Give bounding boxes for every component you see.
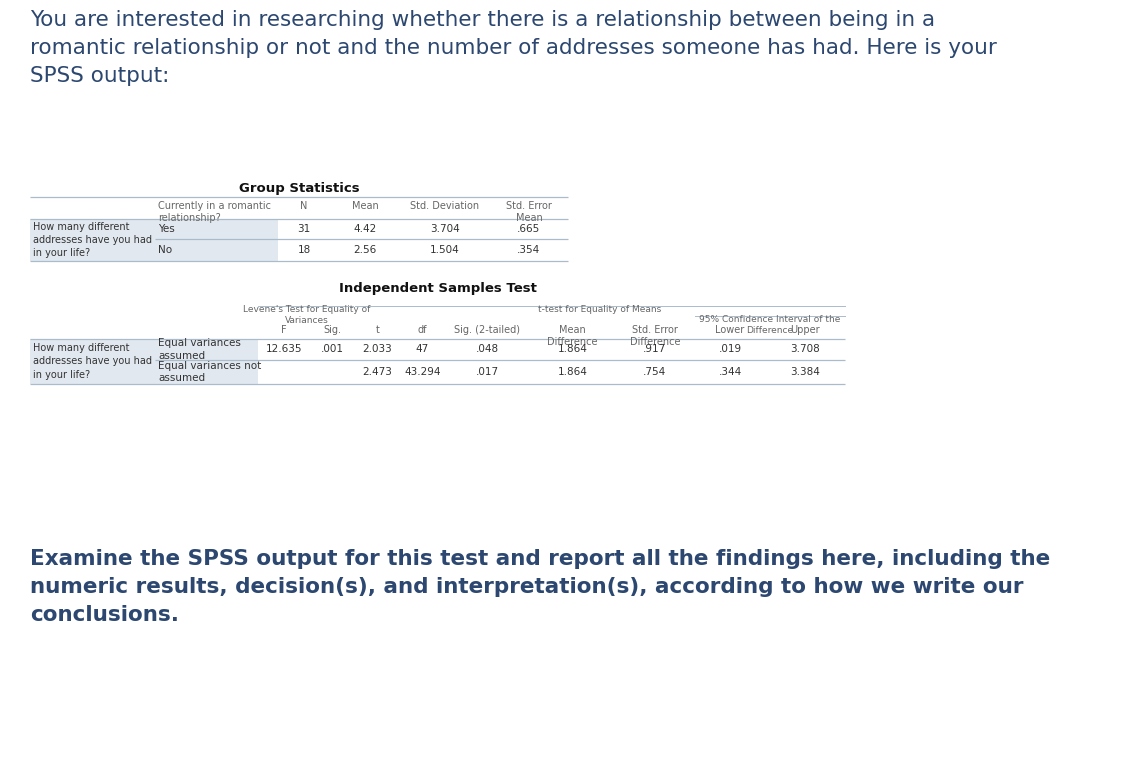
Text: 95% Confidence Interval of the
Difference: 95% Confidence Interval of the Differenc… [699, 315, 840, 335]
Text: .017: .017 [476, 367, 499, 377]
Text: .665: .665 [518, 224, 541, 234]
Text: Examine the SPSS output for this test and report all the findings here, includin: Examine the SPSS output for this test an… [30, 549, 1050, 569]
Bar [30, 219, 278, 261]
Text: 12.635: 12.635 [265, 344, 302, 354]
Text: .354: .354 [518, 245, 541, 255]
Text: SPSS output:: SPSS output: [30, 66, 170, 86]
Text: You are interested in researching whether there is a relationship between being : You are interested in researching whethe… [30, 10, 936, 30]
Text: 1.864: 1.864 [558, 367, 588, 377]
Text: Currently in a romantic
relationship?: Currently in a romantic relationship? [158, 201, 271, 223]
Text: .048: .048 [476, 344, 499, 354]
Text: 18: 18 [297, 245, 311, 255]
Text: t-test for Equality of Means: t-test for Equality of Means [538, 305, 661, 314]
Text: Mean
Difference: Mean Difference [548, 325, 598, 347]
Text: .754: .754 [643, 367, 667, 377]
Text: 3.708: 3.708 [790, 344, 820, 354]
Text: 31: 31 [297, 224, 311, 234]
Text: Lower: Lower [715, 325, 745, 335]
Text: Std. Error
Difference: Std. Error Difference [630, 325, 681, 347]
Text: F: F [281, 325, 287, 335]
Text: 2.033: 2.033 [363, 344, 393, 354]
Text: Equal variances
assumed: Equal variances assumed [158, 338, 241, 360]
Text: .344: .344 [719, 367, 742, 377]
Bar [30, 339, 258, 384]
Text: Upper: Upper [790, 325, 820, 335]
Text: How many different
addresses have you had
in your life?: How many different addresses have you ha… [33, 222, 152, 258]
Text: numeric results, decision(s), and interpretation(s), according to how we write o: numeric results, decision(s), and interp… [30, 577, 1024, 597]
Text: 4.42: 4.42 [354, 224, 377, 234]
Text: Independent Samples Test: Independent Samples Test [339, 282, 536, 295]
Text: 3.704: 3.704 [430, 224, 460, 234]
Text: 43.294: 43.294 [404, 367, 441, 377]
Text: t: t [375, 325, 380, 335]
Text: df: df [418, 325, 427, 335]
Text: Sig. (2-tailed): Sig. (2-tailed) [455, 325, 520, 335]
Text: Std. Deviation: Std. Deviation [411, 201, 480, 211]
Text: 47: 47 [416, 344, 429, 354]
Text: romantic relationship or not and the number of addresses someone has had. Here i: romantic relationship or not and the num… [30, 38, 996, 58]
Text: Std. Error
Mean: Std. Error Mean [506, 201, 552, 223]
Text: 2.56: 2.56 [354, 245, 377, 255]
Text: How many different
addresses have you had
in your life?: How many different addresses have you ha… [33, 344, 152, 380]
Text: Mean: Mean [351, 201, 379, 211]
Text: .019: .019 [719, 344, 742, 354]
Text: Sig.: Sig. [324, 325, 341, 335]
Text: N: N [301, 201, 308, 211]
Text: .917: .917 [643, 344, 667, 354]
Text: conclusions.: conclusions. [30, 605, 179, 625]
Text: Levene's Test for Equality of
Variances: Levene's Test for Equality of Variances [243, 305, 370, 325]
Text: 1.504: 1.504 [430, 245, 460, 255]
Text: Group Statistics: Group Statistics [239, 182, 359, 195]
Text: Equal variances not
assumed: Equal variances not assumed [158, 360, 262, 384]
Text: 1.864: 1.864 [558, 344, 588, 354]
Text: Yes: Yes [158, 224, 174, 234]
Text: .001: .001 [321, 344, 344, 354]
Text: No: No [158, 245, 172, 255]
Text: 2.473: 2.473 [363, 367, 393, 377]
Text: 3.384: 3.384 [790, 367, 820, 377]
